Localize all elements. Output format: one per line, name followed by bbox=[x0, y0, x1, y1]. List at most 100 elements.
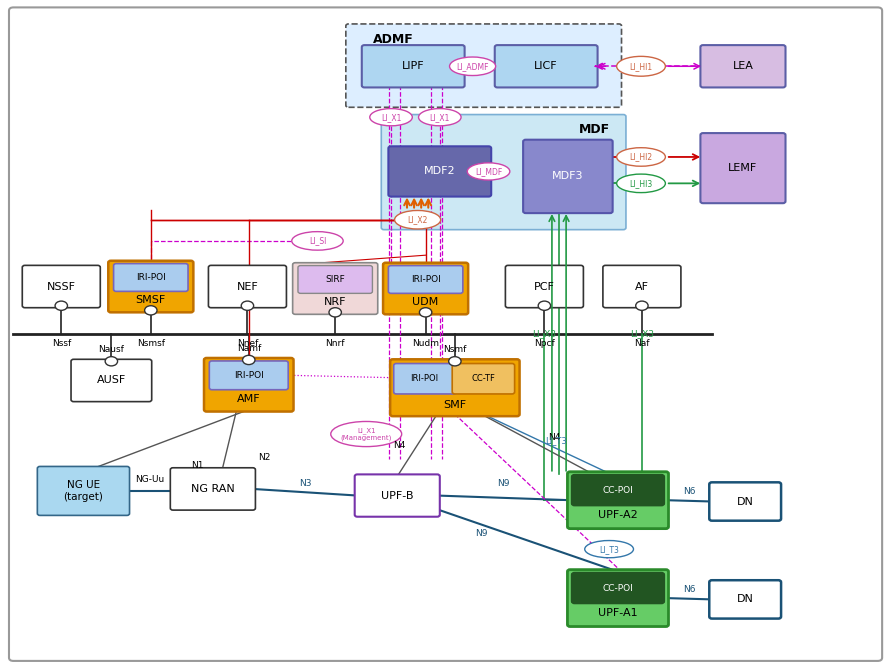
Text: CC-TF: CC-TF bbox=[472, 374, 495, 384]
Text: N4: N4 bbox=[393, 441, 406, 450]
Ellipse shape bbox=[418, 109, 461, 126]
Text: N9: N9 bbox=[475, 529, 487, 538]
Ellipse shape bbox=[616, 56, 665, 76]
Ellipse shape bbox=[292, 231, 343, 250]
Circle shape bbox=[449, 357, 461, 366]
Circle shape bbox=[241, 301, 253, 310]
Text: LI_T3: LI_T3 bbox=[599, 545, 619, 554]
Text: MDF: MDF bbox=[579, 123, 610, 136]
Text: CC-POI: CC-POI bbox=[603, 486, 633, 495]
FancyBboxPatch shape bbox=[362, 45, 465, 87]
Text: IRI-POI: IRI-POI bbox=[410, 275, 441, 284]
Text: NG RAN: NG RAN bbox=[191, 484, 235, 494]
Text: LIPF: LIPF bbox=[402, 61, 425, 71]
FancyBboxPatch shape bbox=[709, 482, 781, 521]
FancyBboxPatch shape bbox=[709, 580, 781, 618]
Text: UDM: UDM bbox=[412, 297, 439, 307]
Text: IRI-POI: IRI-POI bbox=[234, 371, 264, 380]
Text: AF: AF bbox=[635, 281, 648, 291]
Text: N6: N6 bbox=[682, 487, 695, 496]
Text: LI_HI2: LI_HI2 bbox=[630, 153, 653, 161]
FancyBboxPatch shape bbox=[170, 468, 255, 510]
FancyBboxPatch shape bbox=[204, 358, 293, 412]
Text: N9: N9 bbox=[498, 479, 510, 488]
Text: MDF3: MDF3 bbox=[552, 171, 583, 181]
Circle shape bbox=[419, 307, 432, 317]
FancyBboxPatch shape bbox=[298, 265, 373, 293]
Ellipse shape bbox=[616, 174, 665, 193]
FancyBboxPatch shape bbox=[700, 133, 786, 203]
Circle shape bbox=[538, 301, 550, 310]
FancyBboxPatch shape bbox=[383, 263, 468, 314]
FancyBboxPatch shape bbox=[495, 45, 598, 87]
Text: UPF-A2: UPF-A2 bbox=[599, 510, 638, 520]
FancyBboxPatch shape bbox=[567, 472, 668, 529]
Circle shape bbox=[105, 357, 118, 366]
FancyBboxPatch shape bbox=[355, 474, 440, 517]
Text: N4: N4 bbox=[549, 433, 561, 442]
Text: N2: N2 bbox=[258, 453, 270, 462]
FancyBboxPatch shape bbox=[113, 263, 188, 291]
Text: LI_HI3: LI_HI3 bbox=[630, 179, 653, 188]
Circle shape bbox=[329, 307, 342, 317]
Text: LI_X3: LI_X3 bbox=[533, 329, 557, 338]
FancyBboxPatch shape bbox=[523, 139, 613, 213]
Ellipse shape bbox=[585, 540, 633, 558]
FancyBboxPatch shape bbox=[388, 146, 491, 197]
FancyBboxPatch shape bbox=[567, 570, 668, 626]
Text: LI_X3: LI_X3 bbox=[630, 329, 654, 338]
Text: IRI-POI: IRI-POI bbox=[136, 273, 166, 282]
Text: LI_X1
(Management): LI_X1 (Management) bbox=[341, 427, 392, 441]
Text: LI_ADMF: LI_ADMF bbox=[457, 62, 489, 71]
FancyBboxPatch shape bbox=[603, 265, 681, 307]
Text: LI_X1: LI_X1 bbox=[430, 113, 450, 121]
FancyBboxPatch shape bbox=[572, 475, 664, 506]
Text: MDF2: MDF2 bbox=[424, 167, 456, 177]
Ellipse shape bbox=[331, 422, 401, 447]
Text: Npcf: Npcf bbox=[534, 339, 555, 348]
Circle shape bbox=[145, 305, 157, 315]
Text: UPF-B: UPF-B bbox=[381, 490, 414, 500]
Text: Nnef: Nnef bbox=[236, 339, 258, 348]
Text: NRF: NRF bbox=[324, 297, 346, 307]
FancyBboxPatch shape bbox=[393, 364, 456, 394]
FancyBboxPatch shape bbox=[381, 115, 626, 229]
FancyBboxPatch shape bbox=[388, 265, 463, 293]
Text: Namf: Namf bbox=[236, 344, 260, 353]
Text: Nudm: Nudm bbox=[412, 339, 439, 348]
Text: IRI-POI: IRI-POI bbox=[409, 374, 438, 384]
FancyBboxPatch shape bbox=[572, 573, 664, 603]
Text: SIRF: SIRF bbox=[326, 275, 345, 284]
Circle shape bbox=[243, 356, 255, 365]
Text: N1: N1 bbox=[192, 462, 204, 470]
Text: DN: DN bbox=[737, 594, 754, 604]
Text: LI_T3: LI_T3 bbox=[545, 436, 566, 445]
FancyBboxPatch shape bbox=[71, 360, 152, 402]
Text: CC-POI: CC-POI bbox=[603, 584, 633, 592]
Text: SMF: SMF bbox=[443, 400, 467, 410]
Text: LI_MDF: LI_MDF bbox=[475, 167, 502, 176]
FancyBboxPatch shape bbox=[37, 466, 129, 516]
Text: Naf: Naf bbox=[634, 339, 649, 348]
FancyBboxPatch shape bbox=[108, 261, 194, 312]
Text: LICF: LICF bbox=[534, 61, 558, 71]
Ellipse shape bbox=[616, 147, 665, 166]
Text: DN: DN bbox=[737, 496, 754, 506]
Text: Nssf: Nssf bbox=[52, 339, 70, 348]
Text: Nnrf: Nnrf bbox=[326, 339, 345, 348]
Text: LI_SI: LI_SI bbox=[309, 236, 326, 245]
FancyBboxPatch shape bbox=[209, 265, 286, 307]
Text: LEMF: LEMF bbox=[729, 163, 757, 173]
FancyBboxPatch shape bbox=[700, 45, 786, 87]
Text: N6: N6 bbox=[682, 585, 695, 594]
Text: Nsmf: Nsmf bbox=[443, 345, 467, 354]
Text: PCF: PCF bbox=[534, 281, 555, 291]
Ellipse shape bbox=[370, 109, 412, 126]
FancyBboxPatch shape bbox=[506, 265, 583, 307]
FancyBboxPatch shape bbox=[22, 265, 100, 307]
Text: AMF: AMF bbox=[237, 394, 260, 404]
Text: LI_X2: LI_X2 bbox=[408, 215, 428, 224]
Text: ADMF: ADMF bbox=[373, 33, 413, 45]
Text: UPF-A1: UPF-A1 bbox=[599, 608, 638, 618]
Circle shape bbox=[55, 301, 68, 310]
